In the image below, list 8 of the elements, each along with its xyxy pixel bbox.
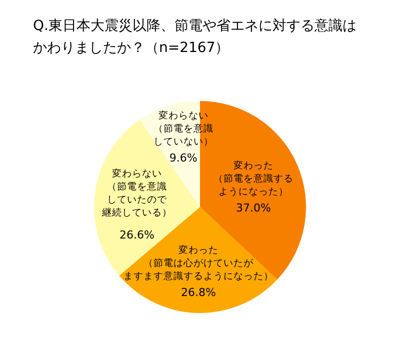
data-label: 26.6% — [119, 228, 154, 242]
chart-title: Q.東日本大震災以降、節電や省エネに対する意識はかわりましたか？（n=2167） — [33, 18, 356, 56]
slice-label: 変わった（節電を意識するようになった） — [214, 159, 294, 198]
slice-label: 変わらない（節電を意識していたので継続している） — [100, 168, 172, 219]
data-label: 9.6% — [169, 152, 198, 165]
data-label: 37.0% — [236, 201, 271, 214]
slice-label: 変わった（節電は心がけていたがますます意識するようになった） — [123, 244, 274, 282]
data-label: 26.8% — [180, 286, 216, 299]
